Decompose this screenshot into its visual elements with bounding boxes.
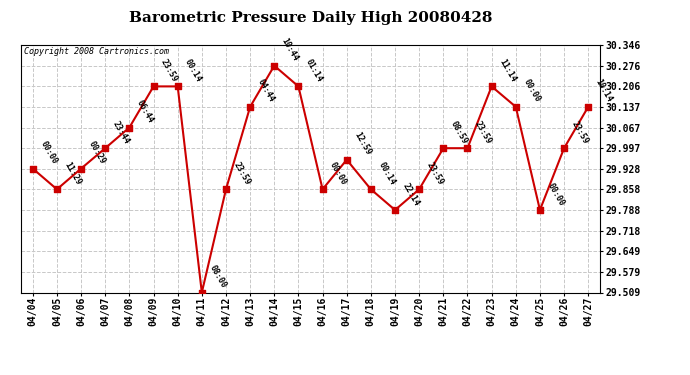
Point <box>389 207 400 213</box>
Point <box>582 104 593 110</box>
Point <box>172 83 183 89</box>
Point <box>486 83 497 89</box>
Text: 06:44: 06:44 <box>135 99 155 125</box>
Point <box>534 207 545 213</box>
Text: 12:59: 12:59 <box>353 131 373 157</box>
Text: 23:59: 23:59 <box>425 160 445 186</box>
Text: 08:00: 08:00 <box>208 264 228 290</box>
Point <box>268 63 279 69</box>
Text: 01:14: 01:14 <box>304 57 324 84</box>
Text: 00:14: 00:14 <box>377 160 397 186</box>
Point <box>196 290 207 296</box>
Point <box>124 124 135 130</box>
Text: 00:29: 00:29 <box>87 140 107 166</box>
Point <box>220 186 231 192</box>
Point <box>510 104 521 110</box>
Point <box>99 145 110 151</box>
Text: 10:44: 10:44 <box>280 37 300 63</box>
Text: 00:00: 00:00 <box>328 160 348 186</box>
Text: 11:14: 11:14 <box>497 57 518 84</box>
Text: 08:59: 08:59 <box>449 119 469 146</box>
Point <box>317 186 328 192</box>
Point <box>148 83 159 89</box>
Text: 00:00: 00:00 <box>546 181 566 207</box>
Text: Barometric Pressure Daily High 20080428: Barometric Pressure Daily High 20080428 <box>129 11 492 25</box>
Text: 23:59: 23:59 <box>232 160 252 186</box>
Point <box>28 166 39 172</box>
Point <box>51 186 62 192</box>
Text: 00:00: 00:00 <box>522 78 542 104</box>
Text: 00:00: 00:00 <box>39 140 59 166</box>
Text: 23:59: 23:59 <box>473 119 493 146</box>
Text: 23:59: 23:59 <box>159 57 179 84</box>
Point <box>365 186 376 192</box>
Point <box>437 145 448 151</box>
Point <box>341 157 352 163</box>
Text: 10:14: 10:14 <box>594 78 614 104</box>
Text: 11:29: 11:29 <box>63 160 83 186</box>
Point <box>558 145 569 151</box>
Point <box>462 145 473 151</box>
Text: 23:44: 23:44 <box>111 119 131 146</box>
Text: 22:14: 22:14 <box>401 181 421 207</box>
Text: 00:14: 00:14 <box>184 57 204 84</box>
Point <box>293 83 304 89</box>
Text: 23:59: 23:59 <box>570 119 590 146</box>
Point <box>244 104 255 110</box>
Point <box>75 166 86 172</box>
Text: Copyright 2008 Cartronics.com: Copyright 2008 Cartronics.com <box>23 48 168 57</box>
Point <box>413 186 424 192</box>
Text: 04:44: 04:44 <box>256 78 276 104</box>
